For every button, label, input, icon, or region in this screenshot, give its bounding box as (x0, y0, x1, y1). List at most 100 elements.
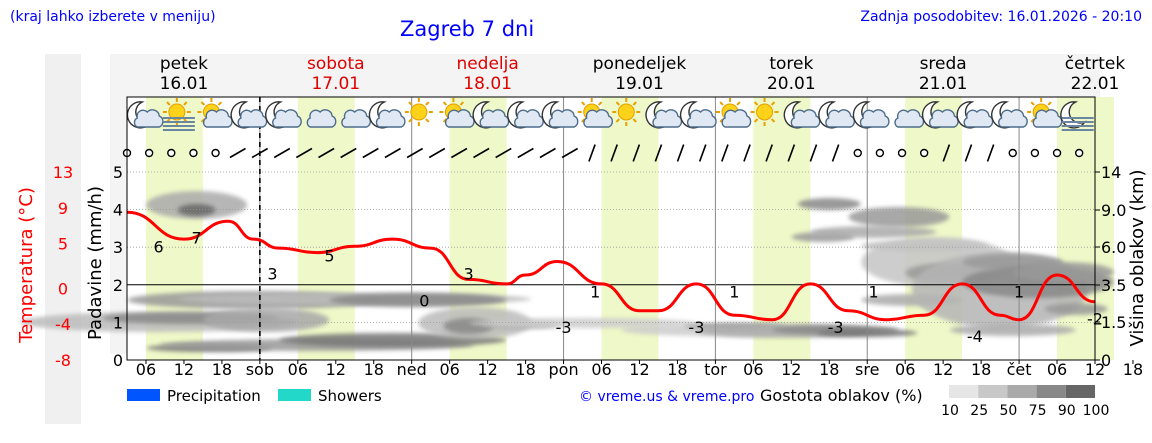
sun-fog-icon (162, 98, 195, 131)
cloud-shape (133, 109, 164, 128)
cloud-shape (859, 109, 890, 128)
wind-barb-icon (986, 144, 995, 162)
wind-barb-icon (588, 144, 596, 162)
wind-barb-icon (964, 144, 973, 162)
sun-ray (770, 118, 776, 123)
cloud-height-tick-label: 14 (1101, 163, 1121, 182)
temperature-value-label: 0 (419, 291, 429, 310)
x-tick-label: 18 (1123, 360, 1143, 379)
precipitation-swatch (127, 389, 160, 401)
wind-calm-icon (897, 148, 907, 158)
cloud-icon (894, 109, 925, 128)
wind-barb-icon (273, 147, 291, 159)
wind-barb-icon (384, 147, 401, 159)
day-name: ponedeljek (593, 54, 687, 74)
day-name: četrtek (1065, 54, 1126, 74)
x-tick-label: sre (855, 360, 879, 379)
day-name: nedelja (456, 54, 518, 74)
wind-calm-icon (853, 148, 862, 158)
sun-ray (581, 101, 586, 106)
precipitation-axis-title: Padavine (mm/h) (85, 186, 106, 340)
cloud-height-tick-label: 9.0 (1101, 201, 1126, 220)
moon-cloud-icon (783, 101, 821, 129)
sun-disc (617, 103, 635, 121)
sun-cloud-icon (439, 98, 475, 128)
x-tick-label: čet (1007, 360, 1032, 379)
sun-ray (425, 118, 430, 123)
sun-ray (183, 101, 188, 106)
x-tick-label: 18 (667, 360, 687, 379)
wind-barb-icon (561, 147, 579, 159)
sun-ray (408, 101, 413, 106)
sun-icon (612, 98, 641, 126)
x-tick-label: 12 (326, 360, 346, 379)
precipitation-tick-label: 0 (113, 351, 123, 370)
temperature-tick-label: 0 (58, 279, 68, 298)
day-name: sreda (920, 54, 967, 74)
cloud-icon (341, 109, 371, 128)
wind-barb-icon (495, 147, 512, 159)
sun-cloud-icon (577, 98, 613, 128)
showers-swatch (278, 389, 311, 401)
cloud-shape (272, 109, 302, 128)
cloud-shape (721, 109, 752, 128)
wind-barb-icon (318, 147, 335, 159)
sun-ray (770, 101, 776, 106)
x-tick-label: 12 (933, 360, 953, 379)
temperature-tick-label: 13 (53, 163, 73, 182)
wind-calm-icon (1030, 148, 1040, 158)
x-tick-label: 18 (819, 360, 839, 379)
cloud-density-blob (1044, 303, 1108, 315)
wind-barb-icon (721, 144, 729, 162)
wind-barb-icon (632, 144, 641, 162)
x-tick-label: 12 (781, 360, 801, 379)
cloud-density-blob (810, 226, 937, 238)
wind-barb-icon (428, 147, 446, 159)
wind-barb-icon (610, 144, 618, 162)
showers-legend-label: Showers (318, 387, 382, 405)
moon-fog-icon (1060, 101, 1094, 131)
x-tick-label: 12 (1085, 360, 1105, 379)
wind-calm-icon (167, 148, 176, 158)
credit-link[interactable]: © vreme.us & vreme.pro (579, 389, 754, 405)
temperature-line (126, 210, 1096, 322)
sun-ray (753, 118, 759, 123)
cloud-scale-label: 25 (970, 403, 988, 419)
wind-barb-icon (942, 144, 951, 162)
cloud-shape (548, 109, 579, 128)
wind-barb-icon (654, 144, 663, 162)
sun-icon (750, 98, 779, 126)
moon-cloud-icon (991, 101, 1028, 129)
cloud-shape (375, 109, 406, 128)
cloud-shape (341, 109, 371, 128)
x-tick-label: 06 (439, 360, 459, 379)
wind-calm-icon (919, 148, 929, 158)
cloud-shape (963, 109, 994, 128)
region-note[interactable]: (kraj lahko izberete v meniju) (10, 9, 216, 25)
sun-icon (404, 98, 433, 126)
sun-ray (442, 101, 448, 106)
moon-cloud-icon (956, 101, 994, 129)
cloud-scale-label: 100 (1083, 403, 1110, 419)
temperature-value-label: 1 (1014, 282, 1024, 301)
plot-frame (126, 96, 1096, 361)
sun-disc (168, 103, 186, 121)
sun-ray (615, 101, 620, 106)
cloud-shape (306, 109, 337, 128)
cloud-scale-swatch (978, 385, 1008, 398)
x-tick-label: tor (704, 360, 727, 379)
day-date: 20.01 (767, 74, 816, 94)
sun-disc (756, 103, 774, 121)
sun-ray (408, 118, 413, 123)
sun-ray (425, 101, 430, 106)
sun-ray (1047, 101, 1052, 106)
day-date: 17.01 (311, 74, 360, 94)
daylight-band (601, 97, 659, 360)
x-tick-label: 18 (364, 360, 384, 379)
cloud-shape (583, 109, 613, 128)
moon-cloud-icon (852, 101, 890, 129)
x-tick-label: 06 (895, 360, 915, 379)
cloud-shape (514, 109, 544, 128)
legend: Precipitation Showers © vreme.us & vreme… (127, 385, 1109, 419)
